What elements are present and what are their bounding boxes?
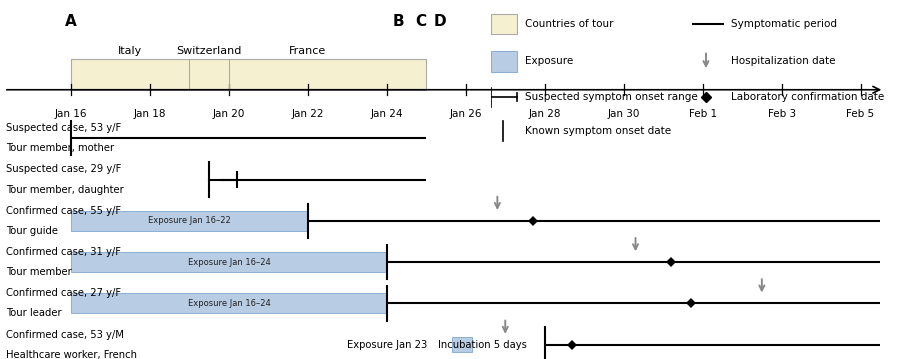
Text: C: C xyxy=(415,14,426,29)
FancyBboxPatch shape xyxy=(71,59,427,90)
Text: Exposure Jan 16–24: Exposure Jan 16–24 xyxy=(187,299,270,308)
Text: Jan 20: Jan 20 xyxy=(212,109,245,120)
Text: Tour member, mother: Tour member, mother xyxy=(6,143,114,153)
Text: Jan 26: Jan 26 xyxy=(449,109,482,120)
Text: Switzerland: Switzerland xyxy=(176,46,242,56)
Text: D: D xyxy=(434,14,446,29)
FancyBboxPatch shape xyxy=(452,337,472,352)
Text: Exposure Jan 16–22: Exposure Jan 16–22 xyxy=(148,216,230,225)
Text: Jan 22: Jan 22 xyxy=(292,109,324,120)
Text: Confirmed case, 27 y/F: Confirmed case, 27 y/F xyxy=(6,288,121,298)
Text: Italy: Italy xyxy=(118,46,142,56)
Text: Feb 3: Feb 3 xyxy=(768,109,796,120)
Text: A: A xyxy=(65,14,76,29)
Text: Feb 5: Feb 5 xyxy=(847,109,875,120)
Text: Healthcare worker, French: Healthcare worker, French xyxy=(6,350,137,359)
FancyBboxPatch shape xyxy=(71,211,308,231)
FancyBboxPatch shape xyxy=(491,51,517,72)
FancyBboxPatch shape xyxy=(71,294,387,313)
Text: Exposure: Exposure xyxy=(525,56,573,66)
Text: Jan 28: Jan 28 xyxy=(528,109,561,120)
Text: Symptomatic period: Symptomatic period xyxy=(732,19,838,29)
FancyBboxPatch shape xyxy=(491,14,517,34)
Text: France: France xyxy=(289,46,327,56)
Text: Jan 18: Jan 18 xyxy=(134,109,166,120)
FancyBboxPatch shape xyxy=(71,252,387,272)
Text: Suspected symptom onset range: Suspected symptom onset range xyxy=(525,92,698,102)
Text: Tour leader: Tour leader xyxy=(6,308,61,318)
Text: Suspected case, 29 y/F: Suspected case, 29 y/F xyxy=(6,164,122,174)
Text: Jan 16: Jan 16 xyxy=(55,109,87,120)
Text: Confirmed case, 31 y/F: Confirmed case, 31 y/F xyxy=(6,247,121,257)
Text: Hospitalization date: Hospitalization date xyxy=(732,56,836,66)
Text: Incubation 5 days: Incubation 5 days xyxy=(438,340,527,350)
Text: Jan 24: Jan 24 xyxy=(371,109,403,120)
Text: B: B xyxy=(393,14,404,29)
Text: Confirmed case, 53 y/M: Confirmed case, 53 y/M xyxy=(6,330,124,340)
Text: Jan 30: Jan 30 xyxy=(608,109,640,120)
Text: Exposure Jan 23: Exposure Jan 23 xyxy=(347,340,428,350)
Text: Exposure Jan 16–24: Exposure Jan 16–24 xyxy=(187,257,270,267)
Text: Laboratory confirmation date: Laboratory confirmation date xyxy=(732,92,885,102)
Text: Countries of tour: Countries of tour xyxy=(525,19,614,29)
Text: Suspected case, 53 y/F: Suspected case, 53 y/F xyxy=(6,123,122,133)
Text: Tour member: Tour member xyxy=(6,267,72,277)
Text: Feb 1: Feb 1 xyxy=(688,109,716,120)
Text: Known symptom onset date: Known symptom onset date xyxy=(525,126,671,136)
Text: Tour member, daughter: Tour member, daughter xyxy=(6,185,123,195)
Text: Confirmed case, 55 y/F: Confirmed case, 55 y/F xyxy=(6,206,121,216)
Text: Tour guide: Tour guide xyxy=(6,226,58,236)
